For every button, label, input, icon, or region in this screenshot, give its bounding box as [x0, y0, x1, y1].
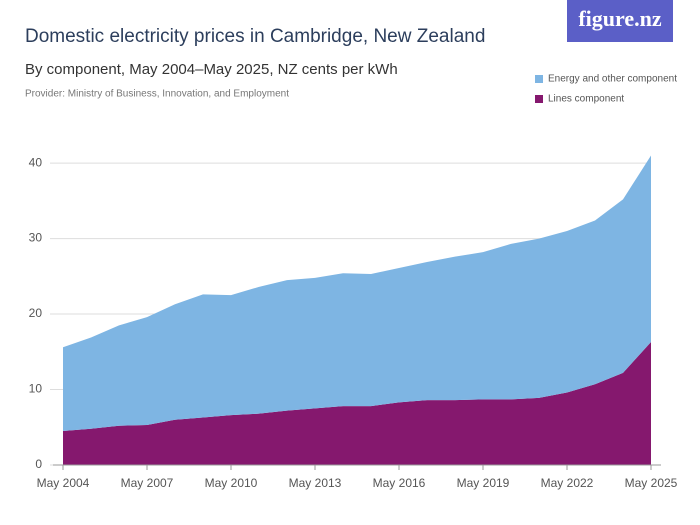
y-tick-label: 20 — [29, 306, 43, 320]
legend-swatch — [535, 95, 543, 103]
x-tick-label: May 2010 — [205, 476, 258, 490]
y-tick-label: 10 — [29, 382, 43, 396]
legend-label: Energy and other component — [548, 74, 677, 85]
y-tick-label: 30 — [29, 231, 43, 245]
legend-label: Lines component — [548, 94, 624, 105]
chart-subtitle: By component, May 2004–May 2025, NZ cent… — [25, 61, 398, 78]
x-tick-label: May 2007 — [121, 476, 174, 490]
x-tick-label: May 2013 — [289, 476, 342, 490]
x-tick-label: May 2004 — [37, 476, 90, 490]
area — [63, 155, 651, 432]
x-tick-label: May 2025 — [625, 476, 678, 490]
chart-title: Domestic electricity prices in Cambridge… — [25, 26, 485, 47]
x-tick-label: May 2019 — [457, 476, 510, 490]
source: Provider: Ministry of Business, Innovati… — [25, 89, 289, 100]
x-tick-label: May 2022 — [541, 476, 594, 490]
x-tick-label: May 2016 — [373, 476, 426, 490]
legend-swatch — [535, 75, 543, 83]
y-tick-label: 40 — [29, 155, 43, 169]
logo-box — [567, 0, 673, 42]
y-tick-label: 0 — [35, 457, 42, 471]
logo: figure.nz — [578, 6, 662, 31]
area — [63, 341, 651, 465]
